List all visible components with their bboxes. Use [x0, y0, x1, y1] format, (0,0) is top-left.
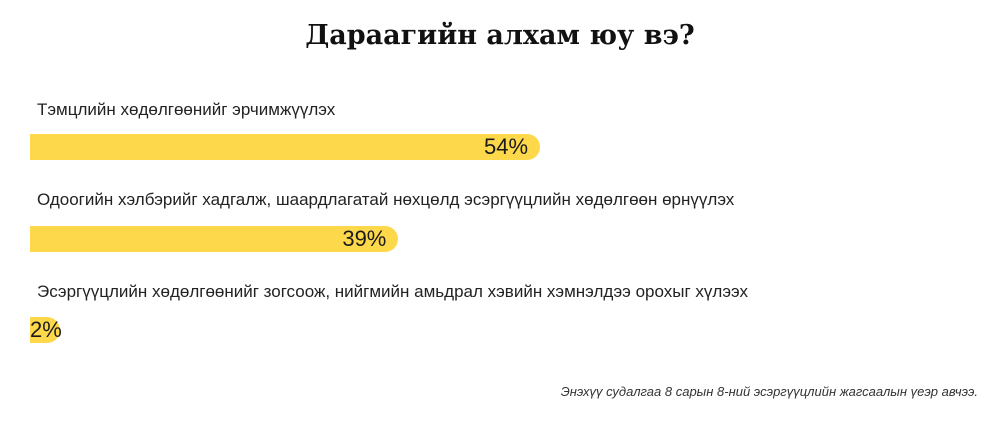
bar [30, 134, 540, 160]
bar-value-label: 2% [30, 317, 62, 342]
bar-value-label: 54% [484, 134, 529, 159]
bar [30, 226, 399, 252]
bar [30, 317, 60, 343]
category-label: Одоогийн хэлбэрийг хадгалж, шаардлагатай… [37, 190, 735, 209]
source-note: Энэхүү судалгаа 8 сарын 8-ний эсэргүүцли… [560, 384, 978, 399]
bar-value-label: 39% [342, 226, 387, 251]
category-label: Эсэргүүцлийн хөдөлгөөнийг зогсоож, нийгм… [37, 282, 748, 301]
category-label: Тэмцлийн хөдөлгөөнийг эрчимжүүлэх [37, 100, 336, 119]
chart-title: Дараагийн алхам юу вэ? [305, 20, 695, 51]
